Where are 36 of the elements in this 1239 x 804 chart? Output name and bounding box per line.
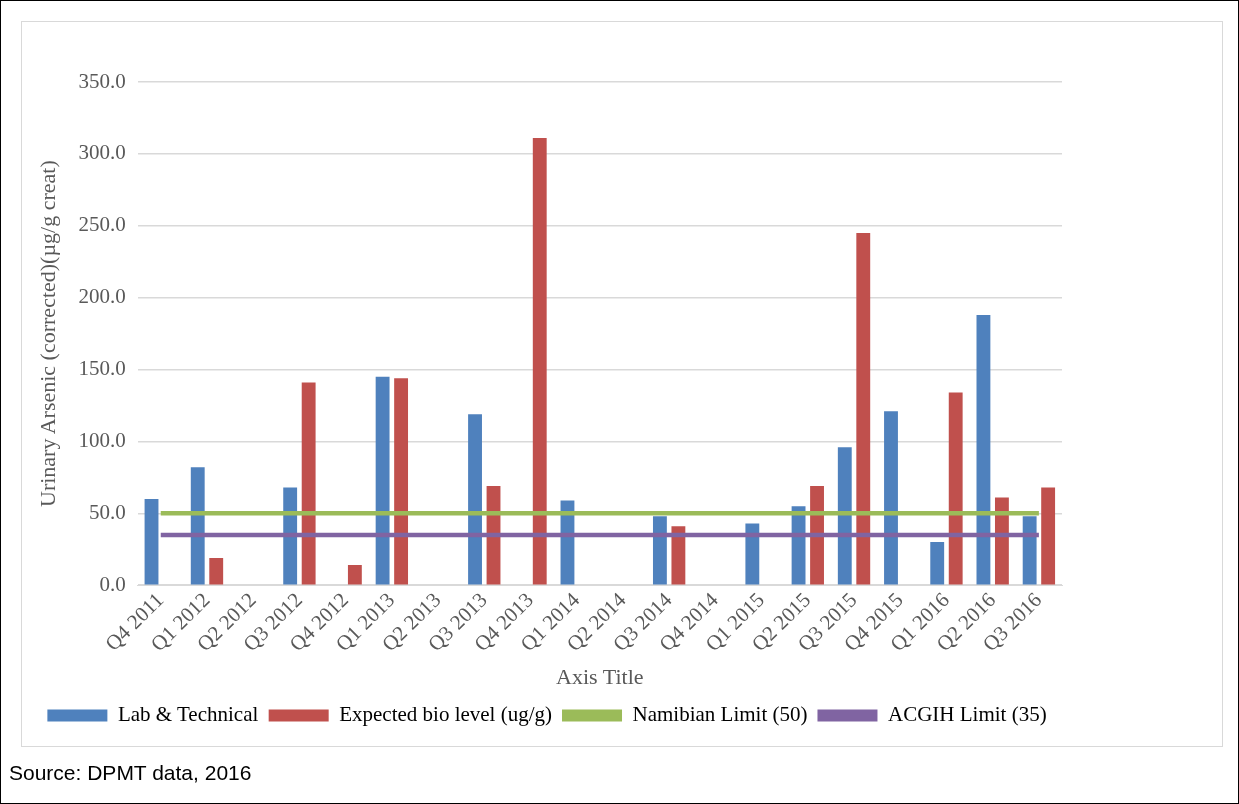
bar [884, 411, 898, 585]
source-note: Source: DPMT data, 2016 [9, 761, 252, 785]
legend-label: Expected bio level (ug/g) [339, 702, 553, 727]
y-tick-label: 250.0 [78, 212, 126, 237]
bar [209, 557, 224, 585]
bar [375, 376, 390, 585]
y-tick-label: 200.0 [78, 284, 126, 309]
bar [468, 414, 482, 585]
legend-label: ACGIH Limit (35) [887, 702, 1047, 727]
bar [948, 392, 963, 585]
y-tick-label: 350.0 [78, 68, 126, 93]
legend-label: Lab & Technical [117, 702, 259, 727]
legend-label: Namibian Limit (50) [632, 702, 808, 727]
bar [1041, 487, 1056, 585]
bar [745, 523, 760, 585]
x-axis-title: Axis Title [556, 663, 644, 689]
bar [837, 447, 852, 585]
bar [976, 314, 991, 585]
bar [532, 138, 547, 585]
y-axis-title: Urinary Arsenic (corrected)(µg/g creat) [34, 160, 60, 507]
bar [190, 467, 205, 585]
bar [347, 565, 362, 585]
bar [856, 232, 871, 585]
y-tick-label: 100.0 [78, 427, 126, 452]
bar [930, 542, 945, 585]
bar [394, 378, 409, 585]
y-tick-label: 150.0 [78, 356, 126, 381]
bar [671, 526, 686, 585]
bar [144, 498, 159, 585]
y-tick-label: 300.0 [78, 140, 126, 165]
bar [283, 487, 298, 585]
y-tick-label: 0.0 [99, 571, 126, 596]
bar [301, 382, 316, 585]
bar [652, 516, 667, 585]
bar [1022, 516, 1037, 585]
y-tick-label: 50.0 [88, 499, 126, 524]
